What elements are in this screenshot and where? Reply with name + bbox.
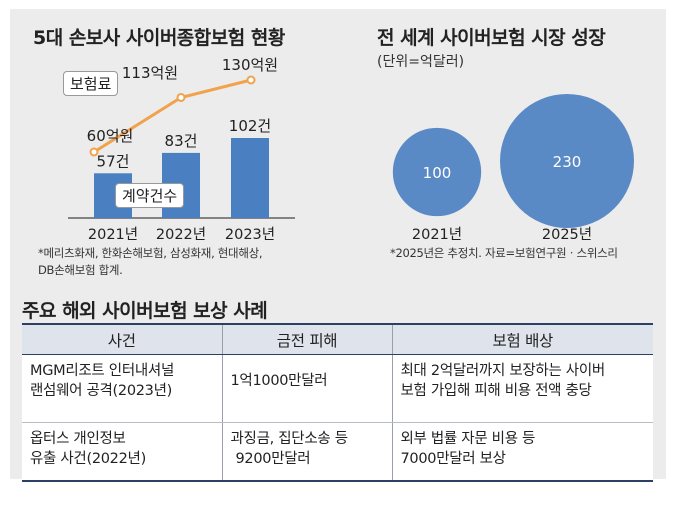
damage-line: 1억1000만달러	[230, 373, 328, 389]
market-bubble	[500, 94, 634, 228]
contracts-callout: 계약건수	[115, 183, 185, 208]
damage-cell: 과징금, 집단소송 등 9200만달러	[221, 422, 392, 482]
case-line: 유출 사건(2022년)	[30, 451, 146, 467]
compensation-line: 외부 법률 자문 비용 등	[400, 431, 536, 447]
compensation-line: 보험 가입해 피해 비용 전액 충당	[400, 383, 592, 399]
premium-point	[246, 75, 256, 85]
bubble-year-label: 2025년	[542, 226, 592, 243]
market-bubble	[392, 127, 482, 217]
premium-value-label: 130억원	[222, 56, 278, 74]
left-footnote-1: *메리츠화재, 한화손해보험, 삼성화재, 현대해상,	[38, 246, 263, 260]
premium-value-label: 60억원	[87, 127, 134, 145]
premium-point	[89, 147, 99, 157]
bubble-value-label: 100	[423, 164, 452, 182]
bar	[231, 138, 269, 218]
header-compensation: 보험 배상	[391, 323, 653, 355]
bubble-value-label: 230	[553, 153, 582, 171]
header-damage: 금전 피해	[221, 323, 392, 355]
left-footnote-2: DB손해보험 합계.	[38, 263, 123, 277]
case-line: 랜섬웨어 공격(2023년)	[30, 383, 173, 399]
table-header-row: 사건 금전 피해 보험 배상	[22, 323, 653, 355]
right-footnote: *2025년은 추정치. 자료=보험연구원ㆍ스위스리	[390, 246, 618, 260]
damage-line: 과징금, 집단소송 등	[230, 431, 349, 447]
bubble-year-label: 2021년	[412, 226, 462, 243]
compensation-line: 7000만달러 보상	[400, 451, 507, 467]
table-title: 주요 해외 사이버보험 보상 사례	[22, 300, 268, 322]
table-row: 옵터스 개인정보 유출 사건(2022년) 과징금, 집단소송 등 9200만달러 …	[22, 422, 653, 482]
bar-value-label: 102건	[229, 117, 271, 135]
compensation-line: 최대 2억달러까지 보장하는 사이버	[400, 363, 606, 379]
damage-cell: 1억1000만달러	[221, 354, 392, 423]
bar-value-label: 83건	[165, 132, 198, 150]
x-tick-label: 2021년	[88, 226, 138, 243]
case-line: MGM리조트 인터내셔널	[30, 363, 174, 379]
right-chart-unit: (단위=억달러)	[377, 54, 465, 70]
x-tick-label: 2022년	[156, 226, 206, 243]
header-case: 사건	[22, 323, 222, 355]
left-chart-title: 5대 손보사 사이버종합보험 현황	[33, 27, 285, 49]
right-chart-title: 전 세계 사이버보험 시장 성장	[377, 27, 606, 49]
compensation-cell: 외부 법률 자문 비용 등 7000만달러 보상	[391, 422, 653, 482]
premium-point	[176, 92, 186, 102]
bar-value-label: 57건	[97, 152, 130, 170]
case-line: 옵터스 개인정보	[30, 431, 126, 447]
damage-line: 9200만달러	[235, 451, 311, 467]
x-tick-label: 2023년	[225, 226, 275, 243]
premium-callout: 보험료	[63, 71, 119, 96]
premium-value-label: 113억원	[122, 64, 178, 82]
